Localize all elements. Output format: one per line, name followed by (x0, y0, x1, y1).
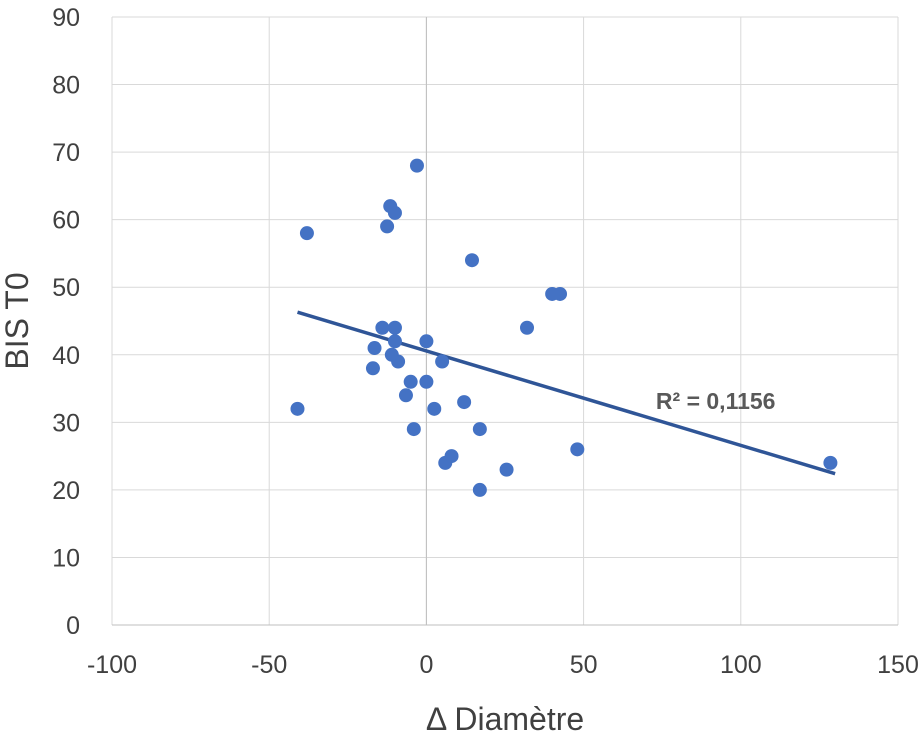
data-point (464, 253, 479, 268)
y-axis-title: BIS T0 (0, 272, 35, 369)
data-point (367, 341, 382, 356)
x-tick-label: 50 (570, 651, 598, 679)
data-point (387, 320, 402, 335)
data-point (409, 158, 424, 173)
data-point (823, 455, 838, 470)
y-tick-label: 80 (52, 72, 80, 100)
data-point (391, 354, 406, 369)
x-tick-label: -50 (251, 651, 287, 679)
data-point (380, 219, 395, 234)
data-point (419, 374, 434, 389)
y-tick-label: 90 (52, 4, 80, 32)
data-point (444, 449, 459, 464)
data-point (403, 374, 418, 389)
data-point (520, 320, 535, 335)
data-point (365, 361, 380, 376)
x-tick-label: 100 (720, 651, 762, 679)
data-point (553, 286, 568, 301)
y-tick-label: 0 (66, 612, 80, 640)
r-squared-label: R² = 0,1156 (656, 388, 776, 414)
data-point (427, 401, 442, 416)
y-tick-label: 30 (52, 409, 80, 437)
y-tick-label: 60 (52, 207, 80, 235)
data-point (299, 226, 314, 241)
data-point (435, 354, 450, 369)
x-axis-title: Δ Diamètre (426, 701, 584, 737)
y-tick-label: 20 (52, 477, 80, 505)
trendline (296, 310, 836, 476)
x-tick-label: 0 (419, 651, 433, 679)
data-point (406, 422, 421, 437)
data-point (375, 320, 390, 335)
y-tick-label: 40 (52, 342, 80, 370)
y-tick-label: 50 (52, 274, 80, 302)
data-point (472, 422, 487, 437)
data-point (499, 462, 514, 477)
data-points (290, 158, 838, 497)
data-point (387, 205, 402, 220)
data-point (570, 442, 585, 457)
data-point (387, 334, 402, 349)
trendline-layer (296, 310, 836, 476)
y-tick-label: 10 (52, 544, 80, 572)
grid-lines (111, 16, 899, 625)
x-tick-label: 150 (877, 651, 919, 679)
data-point (290, 401, 305, 416)
data-point (419, 334, 434, 349)
data-point (398, 388, 413, 403)
x-tick-label: -100 (87, 651, 137, 679)
y-tick-label: 70 (52, 139, 80, 167)
tick-labels: 0 10 20 30 40 50 60 70 80 90 -100 -50 0 50 100 150 (52, 4, 919, 679)
data-point (472, 482, 487, 497)
axes (112, 17, 898, 626)
data-point (457, 395, 472, 410)
